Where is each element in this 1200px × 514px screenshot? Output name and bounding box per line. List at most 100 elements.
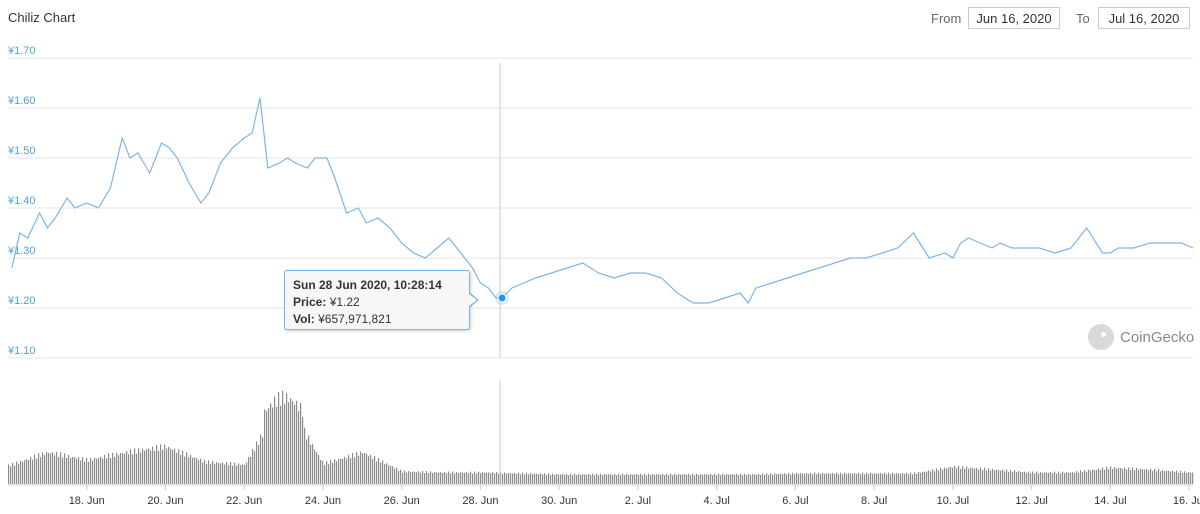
volume-bar (160, 444, 162, 484)
volume-bar (680, 474, 682, 484)
volume-bar (964, 468, 966, 484)
volume-bar (1024, 471, 1026, 484)
volume-bar (128, 454, 130, 484)
y-tick-label: ¥1.40 (7, 195, 36, 207)
volume-bar (230, 462, 232, 484)
volume-bar (780, 473, 782, 484)
volume-bar (1010, 469, 1012, 484)
volume-bar (120, 453, 122, 484)
volume-bar (424, 473, 426, 484)
volume-bar (1074, 472, 1076, 484)
volume-bar (532, 474, 534, 484)
volume-bar (396, 467, 398, 484)
volume-bar (330, 459, 332, 484)
volume-bar (8, 464, 10, 484)
volume-bar (1100, 469, 1102, 484)
volume-bar (64, 453, 66, 484)
volume-bar (686, 474, 688, 484)
volume-bar (1038, 473, 1040, 484)
volume-bar (586, 474, 588, 484)
volume-bar (552, 473, 554, 484)
volume-bar (468, 473, 470, 484)
tooltip-price: Price: ¥1.22 (293, 295, 360, 309)
volume-bar (892, 472, 894, 484)
volume-bar (604, 474, 606, 484)
x-tick-label: 26. Jun (384, 495, 420, 507)
volume-bar (980, 467, 982, 484)
volume-bar (664, 475, 666, 484)
to-date-input[interactable]: Jul 16, 2020 (1098, 7, 1190, 29)
volume-bar (808, 474, 810, 484)
volume-bar (920, 472, 922, 484)
volume-bar (496, 471, 498, 484)
volume-bar (190, 454, 192, 484)
volume-bar (188, 457, 190, 484)
volume-bar (704, 474, 706, 484)
volume-bar (1018, 471, 1020, 484)
x-tick-label: 6. Jul (782, 495, 808, 507)
volume-bar (52, 452, 54, 484)
volume-bar (1114, 467, 1116, 484)
volume-bar (858, 472, 860, 484)
volume-bar (1138, 469, 1140, 484)
volume-bar (118, 455, 120, 484)
volume-bar (270, 403, 272, 484)
volume-bar (168, 446, 170, 484)
volume-bar (752, 474, 754, 484)
volume-bar (114, 456, 116, 484)
volume-bar (864, 474, 866, 484)
volume-bar (1030, 473, 1032, 484)
volume-bar (818, 472, 820, 484)
volume-bar (98, 458, 100, 484)
volume-bar (1152, 470, 1154, 484)
volume-bar (162, 449, 164, 484)
volume-bar (296, 400, 298, 484)
volume-bar (942, 469, 944, 484)
volume-bar (1158, 469, 1160, 484)
volume-bar (1000, 470, 1002, 484)
volume-bar (462, 472, 464, 484)
from-date-input[interactable]: Jun 16, 2020 (968, 7, 1060, 29)
volume-bar (228, 465, 230, 484)
volume-bar (1188, 472, 1190, 484)
volume-bar (730, 474, 732, 484)
volume-bar (660, 474, 662, 484)
volume-bar (948, 467, 950, 484)
volume-bar (792, 472, 794, 484)
volume-bar (206, 463, 208, 484)
volume-bar (432, 472, 434, 484)
volume-bar (524, 474, 526, 484)
volume-bar (392, 466, 394, 484)
volume-bar (248, 457, 250, 484)
volume-bar (418, 471, 420, 484)
volume-bar (282, 390, 284, 484)
volume-bar (54, 455, 56, 484)
volume-bar (452, 471, 454, 484)
x-tick-label: 28. Jun (462, 495, 498, 507)
volume-bar (1116, 468, 1118, 484)
volume-bar (550, 475, 552, 484)
volume-bar (46, 451, 48, 484)
volume-bar (390, 466, 392, 484)
volume-bar (386, 463, 388, 484)
volume-bar (1062, 471, 1064, 484)
volume-bar (674, 473, 676, 484)
volume-bar (612, 474, 614, 484)
to-label: To (1076, 11, 1090, 26)
volume-bar (70, 457, 72, 484)
volume-bar (844, 472, 846, 484)
volume-bar (526, 472, 528, 484)
volume-bar (594, 475, 596, 484)
x-tick-label: 8. Jul (861, 495, 887, 507)
volume-bar (656, 474, 658, 484)
volume-bar (734, 474, 736, 484)
volume-bar (1056, 473, 1058, 484)
volume-bar (732, 474, 734, 484)
volume-bar (222, 462, 224, 484)
volume-bar (288, 402, 290, 484)
volume-bar (290, 398, 292, 484)
volume-bar (42, 452, 44, 484)
volume-bar (876, 473, 878, 484)
volume-bar (236, 465, 238, 484)
